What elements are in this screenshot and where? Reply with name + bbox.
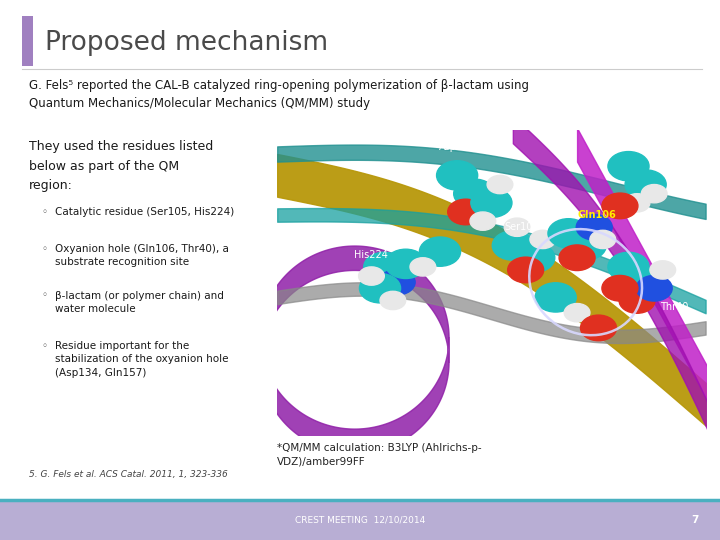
Circle shape (564, 303, 590, 322)
Circle shape (576, 214, 612, 240)
Circle shape (508, 257, 544, 283)
Text: They used the residues listed
below as part of the QM
region:: They used the residues listed below as p… (29, 140, 213, 192)
Circle shape (650, 261, 675, 279)
Circle shape (454, 179, 495, 208)
Text: β-lactam (or polymer chain) and
water molecule: β-lactam (or polymer chain) and water mo… (55, 291, 225, 314)
Bar (22, 16, 33, 66)
Circle shape (359, 274, 400, 303)
Circle shape (580, 315, 616, 341)
Text: Oxyanion hole: Oxyanion hole (472, 337, 537, 346)
Circle shape (385, 249, 426, 279)
Circle shape (548, 219, 589, 248)
Circle shape (530, 230, 556, 248)
Text: *QM/MM calculation: B3LYP (Ahlrichs-p-
VDZ)/amber99FF: *QM/MM calculation: B3LYP (Ahlrichs-p- V… (277, 443, 482, 466)
Circle shape (590, 230, 616, 248)
Bar (0, 500, 720, 540)
Circle shape (565, 231, 606, 260)
Text: Asp134: Asp134 (439, 142, 475, 152)
Circle shape (410, 258, 436, 276)
Circle shape (470, 212, 495, 230)
Circle shape (420, 237, 461, 266)
Circle shape (608, 152, 649, 181)
Circle shape (471, 188, 512, 218)
Text: ◦: ◦ (42, 291, 48, 301)
Text: ◦: ◦ (42, 207, 48, 217)
Circle shape (619, 288, 655, 313)
Circle shape (359, 267, 384, 285)
Circle shape (602, 275, 638, 301)
Circle shape (364, 252, 405, 281)
Circle shape (436, 161, 477, 190)
Text: Residue important for the
stabilization of the oxyanion hole
(Asp134, Gln157): Residue important for the stabilization … (55, 341, 229, 377)
Circle shape (636, 275, 672, 301)
Text: Oxyanion hole (Gln106, Thr40), a
substrate recognition site: Oxyanion hole (Gln106, Thr40), a substra… (55, 244, 229, 267)
Text: 5. G. Fels et al. ACS Catal. 2011, 1, 323-336: 5. G. Fels et al. ACS Catal. 2011, 1, 32… (29, 470, 228, 479)
Text: 7: 7 (691, 515, 698, 525)
Circle shape (602, 193, 638, 219)
Text: CREST MEETING  12/10/2014: CREST MEETING 12/10/2014 (295, 515, 425, 524)
Circle shape (448, 199, 484, 225)
Text: Gln157: Gln157 (632, 142, 667, 152)
Circle shape (535, 283, 576, 312)
Circle shape (625, 170, 666, 199)
Text: Catalytic residue (Ser105, His224): Catalytic residue (Ser105, His224) (55, 207, 235, 217)
Circle shape (642, 185, 667, 203)
Text: ◦: ◦ (42, 341, 48, 352)
Text: ◦: ◦ (42, 244, 48, 254)
Circle shape (625, 267, 666, 297)
Circle shape (487, 176, 513, 194)
Circle shape (624, 194, 650, 212)
Text: G. Fels⁵ reported the CAL-B catalyzed ring-opening polymerization of β-lactam us: G. Fels⁵ reported the CAL-B catalyzed ri… (29, 79, 528, 110)
Circle shape (379, 269, 415, 295)
Text: His224: His224 (354, 249, 388, 260)
Circle shape (608, 252, 649, 281)
Text: Proposed mechanism: Proposed mechanism (45, 30, 328, 56)
Circle shape (492, 231, 534, 260)
Circle shape (559, 245, 595, 271)
Text: Gln106: Gln106 (577, 210, 616, 220)
Circle shape (513, 243, 555, 272)
Circle shape (504, 218, 530, 237)
Text: Thr40: Thr40 (660, 301, 688, 312)
Circle shape (380, 291, 406, 309)
Text: Ser105: Ser105 (504, 222, 539, 232)
